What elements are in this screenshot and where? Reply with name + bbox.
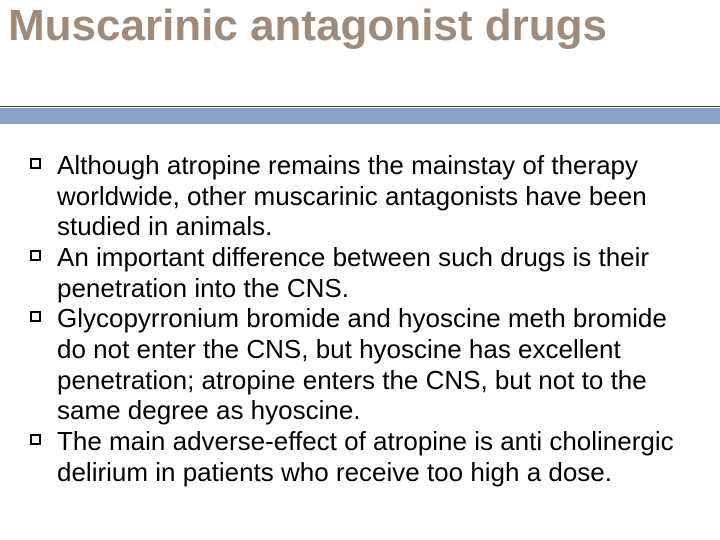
accent-bar xyxy=(0,108,720,124)
list-item: An important difference between such dru… xyxy=(30,242,690,303)
title-area: Muscarinic antagonist drugs xyxy=(0,0,720,50)
slide: Muscarinic antagonist drugs Although atr… xyxy=(0,0,720,540)
list-item-text: The main adverse-effect of atropine is a… xyxy=(57,426,690,487)
list-item: Glycopyrronium bromide and hyoscine meth… xyxy=(30,303,690,426)
bullet-icon xyxy=(30,311,41,322)
title-rule xyxy=(0,106,720,107)
bullet-icon xyxy=(30,250,41,261)
slide-title: Muscarinic antagonist drugs xyxy=(0,0,720,50)
bullet-icon xyxy=(30,434,41,445)
list-item-text: Although atropine remains the mainstay o… xyxy=(57,150,690,242)
bullet-icon xyxy=(30,158,41,169)
body-list: Although atropine remains the mainstay o… xyxy=(30,150,690,487)
list-item: Although atropine remains the mainstay o… xyxy=(30,150,690,242)
list-item: The main adverse-effect of atropine is a… xyxy=(30,426,690,487)
list-item-text: An important difference between such dru… xyxy=(57,242,690,303)
list-item-text: Glycopyrronium bromide and hyoscine meth… xyxy=(57,303,690,426)
